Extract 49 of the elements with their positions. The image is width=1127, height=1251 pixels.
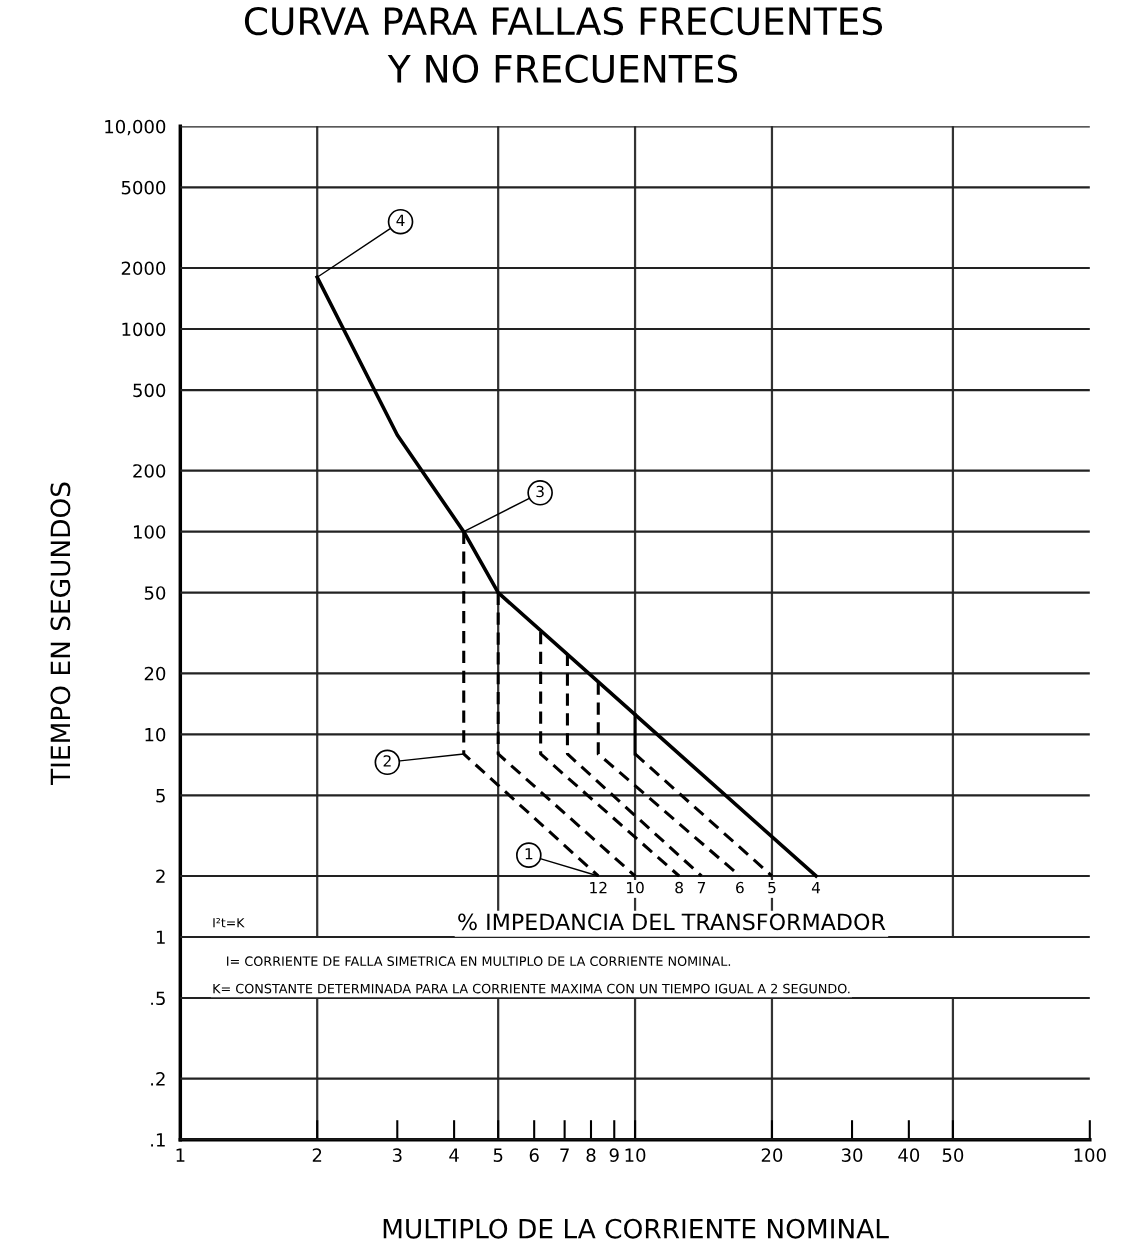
annotation: I= CORRIENTE DE FALLA SIMETRICA EN MULTIPLO DE LA CORRIENTE NOMINAL.: [227, 956, 731, 967]
annotation: 7: [697, 882, 706, 894]
chart-title: CURVA PARA FALLAS FRECUENTES Y NO FRECUENTES: [244, 6, 883, 83]
x-tick-label: 20: [761, 1148, 783, 1162]
y-tick-label: 1000: [122, 322, 166, 337]
y-tick-label: 500: [133, 383, 166, 398]
x-tick-label: 5: [493, 1148, 503, 1162]
y-tick-label: 2: [156, 869, 165, 883]
annotation: % IMPEDANCIA DEL TRANSFORMADOR: [458, 913, 886, 931]
y-tick-label: .5: [151, 991, 165, 1006]
x-tick-label: 4: [449, 1148, 459, 1162]
y-tick-label: 50: [144, 586, 166, 600]
annotation: 10: [627, 881, 644, 894]
y-tick-label: .1: [151, 1133, 165, 1147]
y-tick-label: 200: [133, 464, 166, 478]
x-tick-label: 2: [312, 1148, 322, 1162]
annotation: 8: [675, 881, 683, 894]
y-tick-label: 100: [133, 525, 166, 539]
y-tick-label: 1: [156, 930, 165, 944]
x-tick-label: 1: [176, 1148, 185, 1162]
annotation: 5: [768, 882, 776, 894]
annotation: 12: [590, 881, 607, 894]
x-tick-label: 8: [586, 1148, 596, 1162]
x-tick-label: 50: [942, 1148, 964, 1162]
annotation: I²t=K: [213, 918, 245, 928]
y-axis-title: TIEMPO EN SEGUNDOS: [50, 482, 71, 786]
x-tick-label: 40: [898, 1148, 920, 1162]
annotation: 1: [525, 848, 533, 860]
x-axis-title: MULTIPLO DE LA CORRIENTE NOMINAL: [383, 1218, 889, 1239]
x-tick-label: 3: [392, 1148, 402, 1162]
annotation: 4: [396, 214, 405, 226]
y-tick-label: 20: [144, 666, 166, 681]
annotation: 4: [811, 882, 821, 894]
y-tick-label: 10: [145, 727, 166, 742]
x-tick-label: 7: [560, 1148, 569, 1162]
x-tick-label: 100: [1074, 1148, 1106, 1162]
x-tick-label: 10: [625, 1148, 646, 1162]
y-tick-label: 5: [156, 789, 165, 803]
annotation: K= CONSTANTE DETERMINADA PARA LA CORRIENTE MAXIMA CON UN TIEMPO IGUAL A 2 SEGUNDO.: [213, 983, 850, 994]
x-tick-label: 9: [609, 1148, 619, 1162]
x-tick-label: 6: [529, 1148, 539, 1162]
y-tick-label: 10,000: [105, 119, 166, 136]
annotation: 6: [736, 881, 744, 894]
x-tick-label: 30: [841, 1148, 863, 1162]
annotation: 2: [383, 755, 391, 767]
y-tick-label: .2: [151, 1072, 165, 1086]
annotation: 3: [536, 485, 544, 498]
y-tick-label: 2000: [121, 261, 166, 276]
y-tick-label: 5000: [121, 180, 166, 195]
